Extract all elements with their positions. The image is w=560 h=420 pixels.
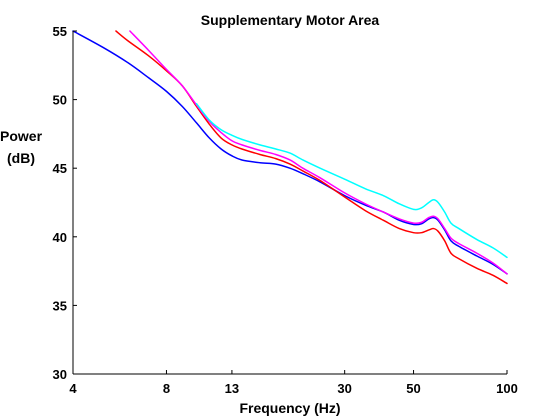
series-line xyxy=(115,30,508,285)
y-tick-label: 30 xyxy=(53,367,67,382)
x-axis-label: Frequency (Hz) xyxy=(239,400,340,416)
y-axis-label-line2: (dB) xyxy=(7,150,35,166)
y-tick-label: 35 xyxy=(53,298,67,313)
x-tick-label: 50 xyxy=(406,381,420,396)
x-tick-label: 13 xyxy=(225,381,239,396)
y-tick-label: 40 xyxy=(53,230,67,245)
series-line xyxy=(195,102,508,259)
y-tick-label: 55 xyxy=(53,24,67,39)
y-axis-label-line1: Power xyxy=(0,128,43,144)
series-line xyxy=(129,30,508,275)
chart-title: Supplementary Motor Area xyxy=(201,12,380,28)
x-tick-label: 4 xyxy=(69,381,77,396)
y-ticks: 30 35 40 45 50 55 xyxy=(53,24,77,382)
y-tick-label: 45 xyxy=(53,161,67,176)
x-ticks: 4 8 13 30 50 100 xyxy=(69,370,518,396)
x-tick-label: 100 xyxy=(496,381,518,396)
x-tick-label: 8 xyxy=(163,381,170,396)
x-tick-label: 30 xyxy=(337,381,351,396)
y-tick-label: 50 xyxy=(53,93,67,108)
series-group xyxy=(72,30,508,285)
